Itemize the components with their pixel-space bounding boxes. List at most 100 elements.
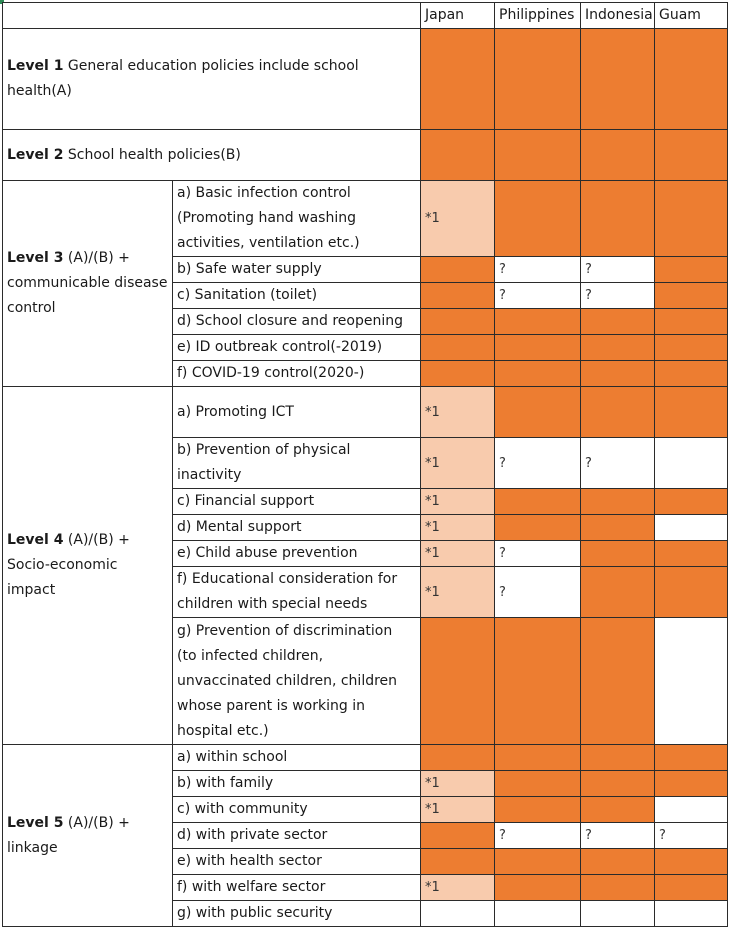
item-l5e: e) with health sector [172,848,421,875]
cell-l3f-indonesia [580,360,655,387]
level-5-row-a: Level 5 (A)/(B) + linkage a) within scho… [2,744,728,927]
cell-l3c-philippines: ? [494,282,581,309]
cell-l3a-guam [654,180,728,257]
cell-l4e-indonesia [580,540,655,567]
cell-l5f-guam [654,874,728,901]
cell-l3e-guam [654,334,728,361]
level-5-row-b: b) with family *1 [3,770,728,797]
cell-l4c-guam [654,488,728,515]
level-3-row-f: f) COVID-19 control(2020-) [3,360,728,387]
cell-l3b-philippines: ? [494,256,581,283]
level-5-row-d: d) with private sector ? ? ? [3,822,728,849]
cell-l5g-guam [654,900,728,927]
cell-l5b-indonesia [580,770,655,797]
cell-l3f-philippines [494,360,581,387]
cell-l3b-indonesia: ? [580,256,655,283]
cell-l5d-indonesia: ? [580,822,655,849]
cell-l4a-japan: *1 [420,386,495,438]
item-l4d: d) Mental support [172,514,421,541]
cell-l5a-philippines [494,744,581,771]
level-3-row-c: c) Sanitation (toilet) ? ? [3,282,728,309]
cell-l4e-japan: *1 [420,540,495,567]
cell-l1-indonesia [580,28,655,130]
level-1-label: Level 1 General education policies inclu… [2,28,421,130]
cell-l5a-guam [654,744,728,771]
cell-l4b-philippines: ? [494,437,581,489]
level-3-row-a: Level 3 (A)/(B) + communicable disease c… [2,180,728,387]
cell-l3a-japan: *1 [420,180,495,257]
cell-l5g-philippines [494,900,581,927]
header-blank [2,2,421,29]
item-l3d: d) School closure and reopening [172,308,421,335]
cell-l5c-japan: *1 [420,796,495,823]
cell-l4b-indonesia: ? [580,437,655,489]
level-4-row-f: f) Educational consideration for childre… [3,566,728,618]
item-l4e: e) Child abuse prevention [172,540,421,567]
level-4-row-b: b) Prevention of physical inactivity *1 … [3,437,728,489]
cell-l5g-indonesia [580,900,655,927]
cell-l2-indonesia [580,129,655,181]
cell-l3c-guam [654,282,728,309]
cell-l5d-japan [420,822,495,849]
item-l4g: g) Prevention of discrimination (to infe… [172,617,421,745]
cell-l2-philippines [494,129,581,181]
cell-l4f-japan: *1 [420,566,495,618]
cell-l5b-philippines [494,770,581,797]
header-guam: Guam [654,2,728,29]
item-l4b: b) Prevention of physical inactivity [172,437,421,489]
cell-l2-guam [654,129,728,181]
cell-l3c-indonesia: ? [580,282,655,309]
cell-l4d-indonesia [580,514,655,541]
header-indonesia: Indonesia [580,2,655,29]
item-l3e: e) ID outbreak control(-2019) [172,334,421,361]
cell-l3e-indonesia [580,334,655,361]
cell-l4g-guam [654,617,728,745]
item-l4a: a) Promoting ICT [172,386,421,438]
cell-l4g-indonesia [580,617,655,745]
cell-l3a-indonesia [580,180,655,257]
item-l3b: b) Safe water supply [172,256,421,283]
cell-l4d-philippines [494,514,581,541]
cell-l5d-guam: ? [654,822,728,849]
cell-l5f-japan: *1 [420,874,495,901]
cell-l4g-philippines [494,617,581,745]
level-3-row-d: d) School closure and reopening [3,308,728,335]
cell-l3c-japan [420,282,495,309]
header-japan: Japan [420,2,495,29]
item-l4c: c) Financial support [172,488,421,515]
item-l5a: a) within school [172,744,421,771]
header-philippines: Philippines [494,2,581,29]
cell-l5c-guam [654,796,728,823]
cell-l4g-japan [420,617,495,745]
item-l3f: f) COVID-19 control(2020-) [172,360,421,387]
cell-l3e-philippines [494,334,581,361]
item-l4f: f) Educational consideration for childre… [172,566,421,618]
cell-l5c-philippines [494,796,581,823]
cell-l2-japan [420,129,495,181]
cell-l4d-guam [654,514,728,541]
cell-l3f-guam [654,360,728,387]
cell-l4e-guam [654,540,728,567]
cell-l5f-indonesia [580,874,655,901]
level-5-row-e: e) with health sector [3,848,728,875]
cell-l3e-japan [420,334,495,361]
level-3-row-e: e) ID outbreak control(-2019) [3,334,728,361]
cell-l5e-indonesia [580,848,655,875]
cell-l5e-philippines [494,848,581,875]
item-l5g: g) with public security [172,900,421,927]
cell-l3b-japan [420,256,495,283]
cell-l4c-indonesia [580,488,655,515]
cell-l3a-philippines [494,180,581,257]
cell-l5f-philippines [494,874,581,901]
cell-l4d-japan: *1 [420,514,495,541]
level-5-row-c: c) with community *1 [3,796,728,823]
item-l5f: f) with welfare sector [172,874,421,901]
cell-l3f-japan [420,360,495,387]
item-l5b: b) with family [172,770,421,797]
cell-l5a-japan [420,744,495,771]
item-l5d: d) with private sector [172,822,421,849]
cell-l5a-indonesia [580,744,655,771]
cell-l5b-guam [654,770,728,797]
cell-l4c-japan: *1 [420,488,495,515]
